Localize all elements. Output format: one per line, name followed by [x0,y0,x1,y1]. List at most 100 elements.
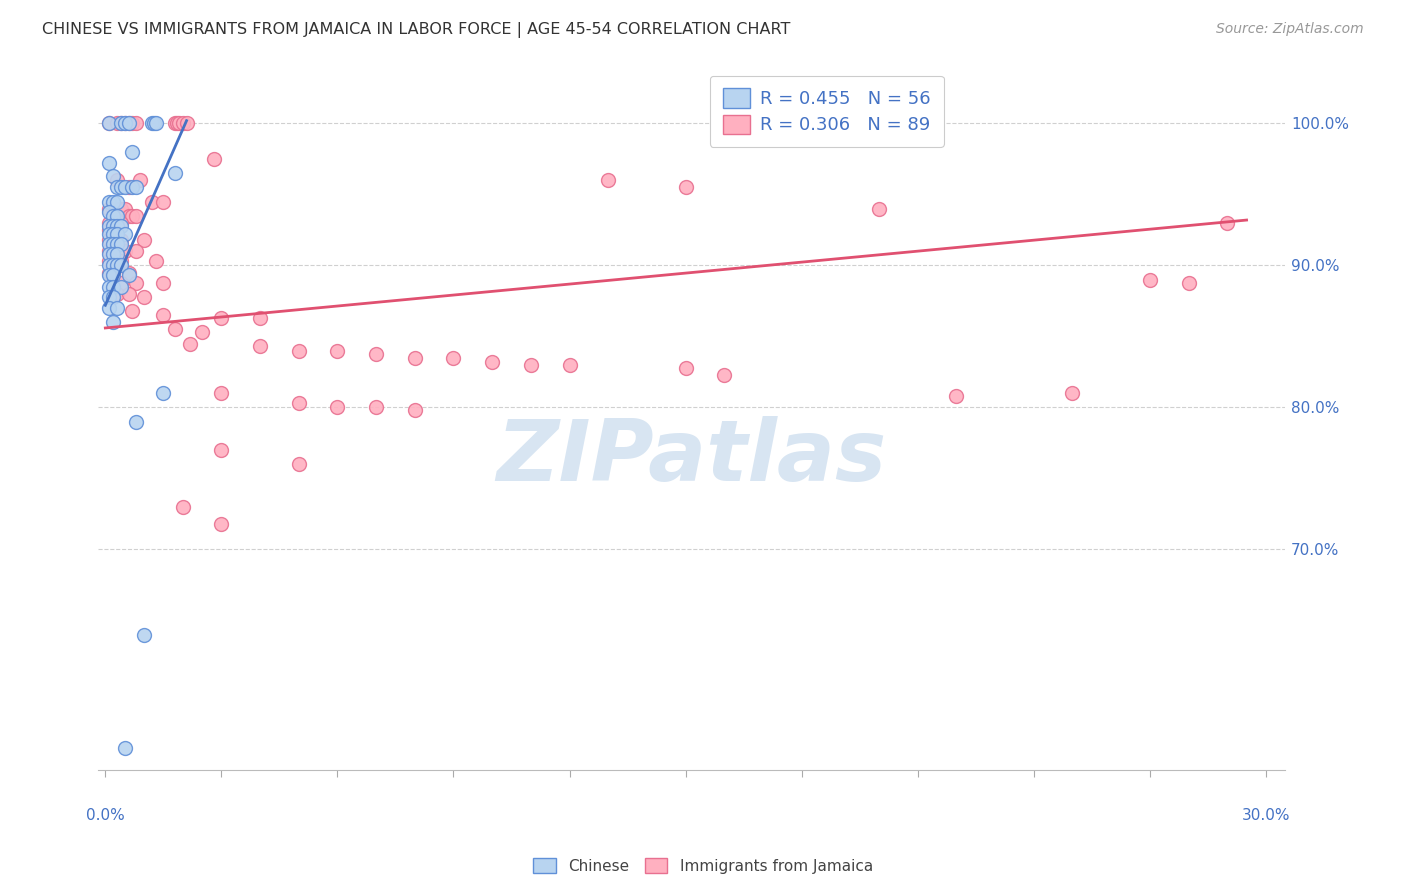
Point [101,280,124,294]
Point [287,396,309,410]
Point [98,219,121,233]
Point [98,156,121,170]
Point [98,116,121,130]
Point [98,194,121,209]
Point [114,244,136,259]
Point [98,223,121,237]
Point [1177,276,1199,290]
Point [114,202,136,216]
Point [868,202,890,216]
Point [132,628,155,642]
Text: ZIPatlas: ZIPatlas [496,416,887,499]
Point [98,237,121,252]
Point [125,244,148,259]
Point [101,194,124,209]
Point [145,254,167,268]
Point [598,173,620,187]
Point [117,116,139,130]
Text: CHINESE VS IMMIGRANTS FROM JAMAICA IN LABOR FORCE | AGE 45-54 CORRELATION CHART: CHINESE VS IMMIGRANTS FROM JAMAICA IN LA… [42,22,790,38]
Point [121,209,143,223]
Point [110,116,132,130]
Point [117,180,139,194]
Point [105,216,128,230]
Point [98,227,121,242]
Point [110,259,132,273]
Point [105,209,128,223]
Point [366,346,388,360]
Legend: Chinese, Immigrants from Jamaica: Chinese, Immigrants from Jamaica [527,852,879,880]
Point [1216,216,1239,230]
Point [98,204,121,219]
Point [98,244,121,259]
Point [520,358,543,372]
Point [249,311,271,326]
Text: 30.0%: 30.0% [1241,808,1291,823]
Point [110,202,132,216]
Point [114,227,136,242]
Point [117,209,139,223]
Point [191,325,214,339]
Point [132,233,155,247]
Point [105,202,128,216]
Point [125,276,148,290]
Point [326,343,349,358]
Point [101,216,124,230]
Point [105,237,128,252]
Point [675,180,697,194]
Point [105,244,128,259]
Point [110,280,132,294]
Point [98,202,121,216]
Point [101,259,124,273]
Point [105,180,128,194]
Point [105,259,128,273]
Point [98,301,121,315]
Point [163,116,186,130]
Point [98,233,121,247]
Point [125,116,148,130]
Point [101,219,124,233]
Point [101,266,124,280]
Point [163,322,186,336]
Point [209,516,232,531]
Point [101,169,124,183]
Point [105,194,128,209]
Point [114,180,136,194]
Point [209,311,232,326]
Point [152,308,174,322]
Point [105,223,128,237]
Point [152,194,174,209]
Point [105,116,128,130]
Point [105,247,128,261]
Point [121,145,143,159]
Point [125,415,148,429]
Point [172,116,194,130]
Point [121,180,143,194]
Point [98,116,121,130]
Point [152,386,174,401]
Point [129,173,152,187]
Point [98,247,121,261]
Text: Source: ZipAtlas.com: Source: ZipAtlas.com [1216,22,1364,37]
Point [110,254,132,268]
Point [179,336,201,351]
Point [101,209,124,223]
Point [114,116,136,130]
Point [101,254,124,268]
Text: 0.0%: 0.0% [86,808,125,823]
Point [110,233,132,247]
Point [209,443,232,458]
Point [110,216,132,230]
Point [105,227,128,242]
Point [141,194,163,209]
Point [202,152,225,166]
Point [117,266,139,280]
Point [121,116,143,130]
Point [366,401,388,415]
Point [98,254,121,268]
Point [101,227,124,242]
Point [1139,273,1161,287]
Point [105,219,128,233]
Point [176,116,198,130]
Point [101,247,124,261]
Point [558,358,581,372]
